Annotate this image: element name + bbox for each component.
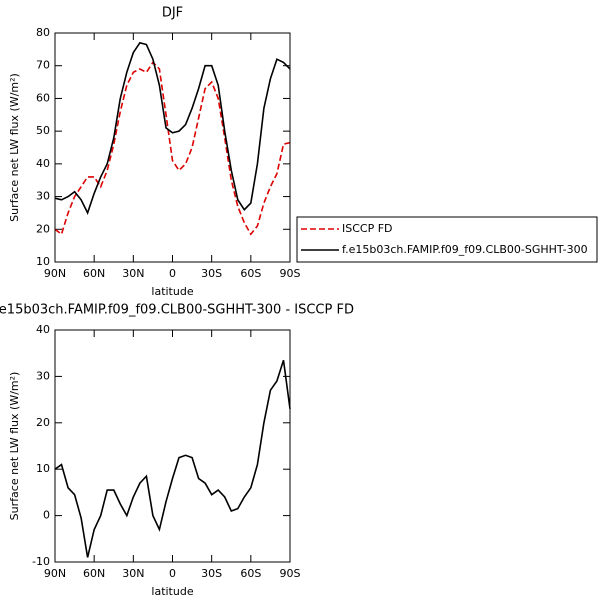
x-tick-label: 60S — [240, 267, 261, 280]
x-tick-label: 30N — [122, 567, 144, 580]
y-tick-label: 30 — [36, 369, 50, 382]
x-tick-label: 30S — [201, 267, 222, 280]
x-tick-label: 60N — [83, 567, 105, 580]
x-tick-label: 30S — [201, 567, 222, 580]
x-tick-label: 60N — [83, 267, 105, 280]
legend-label: f.e15b03ch.FAMIP.f09_f09.CLB00-SGHHT-300 — [342, 243, 588, 256]
y-tick-label: 80 — [36, 26, 50, 39]
y-tick-label: 30 — [36, 190, 50, 203]
y-tick-label: 40 — [36, 323, 50, 336]
x-axis-label: latitude — [151, 285, 193, 298]
y-tick-label: 10 — [36, 462, 50, 475]
x-tick-label: 0 — [169, 567, 176, 580]
x-axis-label: latitude — [151, 585, 193, 598]
x-tick-label: 60S — [240, 567, 261, 580]
y-tick-label: 60 — [36, 91, 50, 104]
y-tick-label: -10 — [32, 555, 50, 568]
plot-frame — [54, 329, 291, 563]
plot-frame — [54, 32, 291, 263]
y-tick-label: 50 — [36, 124, 50, 137]
x-tick-label: 0 — [169, 267, 176, 280]
data-line — [54, 359, 291, 558]
legend-label: ISCCP FD — [342, 222, 393, 235]
chart-title: f.e15b03ch.FAMIP.f09_f09.CLB00-SGHHT-300… — [0, 303, 354, 318]
y-tick-label: 10 — [36, 255, 50, 268]
x-tick-label: 90N — [44, 567, 66, 580]
y-tick-label: 20 — [36, 222, 50, 235]
legend-box — [296, 216, 598, 263]
data-line — [54, 61, 291, 236]
y-tick-label: 40 — [36, 157, 50, 170]
chart-title: DJF — [162, 6, 183, 21]
y-tick-label: 70 — [36, 59, 50, 72]
y-axis-label: Surface net LW flux (W/m²) — [8, 372, 21, 521]
y-axis-label: Surface net LW flux (W/m²) — [8, 73, 21, 222]
data-line — [54, 41, 291, 215]
x-tick-label: 90S — [280, 267, 301, 280]
x-tick-label: 90N — [44, 267, 66, 280]
x-tick-label: 90S — [280, 567, 301, 580]
y-tick-label: 0 — [43, 509, 50, 522]
x-tick-label: 30N — [122, 267, 144, 280]
y-tick-label: 20 — [36, 416, 50, 429]
